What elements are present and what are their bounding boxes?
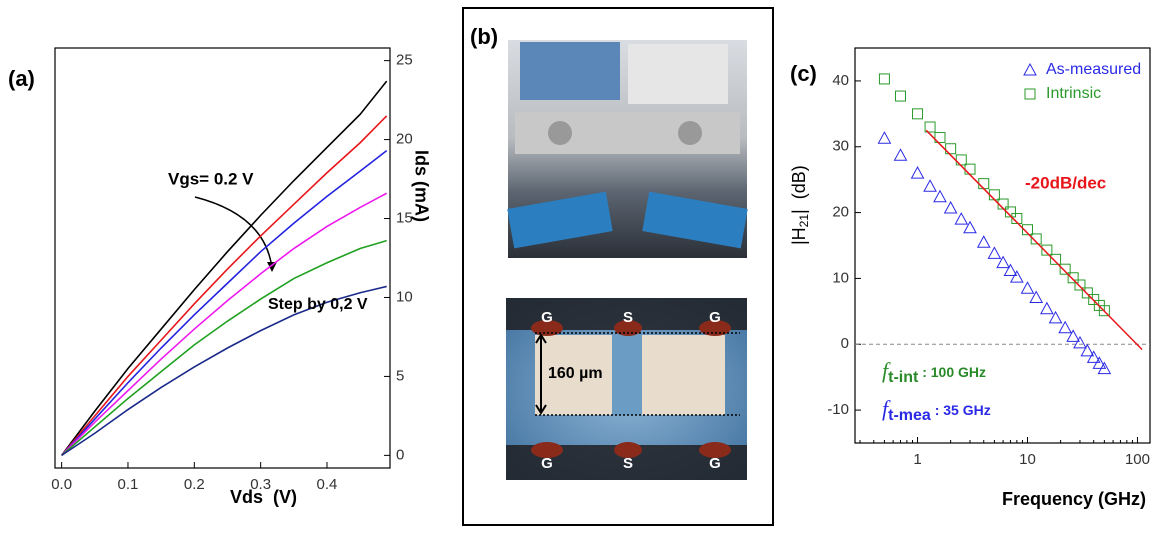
fit-line <box>926 130 1142 349</box>
marker <box>1024 64 1036 75</box>
marker <box>979 179 989 189</box>
marker <box>978 236 990 247</box>
marker <box>1025 89 1035 99</box>
x-axis-label: Frequency (GHz) <box>1002 489 1146 509</box>
y-axis-label-sub: 21 <box>797 214 811 228</box>
annotation: Vgs= 0.2 V <box>168 169 254 188</box>
annotation-subscript: t-int <box>888 369 919 386</box>
y-tick-label: 0 <box>841 335 849 352</box>
marker <box>1075 280 1085 290</box>
marker <box>945 202 957 213</box>
y-tick-label: 20 <box>396 131 413 148</box>
y-tick-label: 20 <box>832 204 849 221</box>
marker <box>924 180 936 191</box>
annotation: Step by 0,2 V <box>268 296 368 313</box>
x-tick-label: 0.0 <box>51 476 72 493</box>
x-tick-label: 0.2 <box>184 476 205 493</box>
y-tick-label: -10 <box>827 401 849 418</box>
marker <box>1051 254 1061 264</box>
pad-label: G <box>541 455 553 472</box>
marker <box>879 74 889 84</box>
panel-label: (a) <box>8 66 35 91</box>
marker <box>1011 271 1023 282</box>
marker <box>1059 322 1071 333</box>
y-axis-label: |H21| (dB) <box>789 165 811 245</box>
legend-label: Intrinsic <box>1046 85 1101 102</box>
pad-label: G <box>709 455 721 472</box>
line <box>62 81 387 455</box>
pad-label: S <box>623 455 633 472</box>
y-axis-label-part: | (dB) <box>789 165 809 214</box>
marker <box>894 149 906 160</box>
annotation-text: : 35 GHz <box>931 402 991 418</box>
marker <box>913 109 923 119</box>
marker <box>1022 282 1034 293</box>
y-tick-label: 25 <box>396 52 413 69</box>
y-tick-label: 10 <box>832 269 849 286</box>
instrument-photo <box>507 40 747 258</box>
annotation-text: : 100 GHz <box>918 364 986 380</box>
y-axis-label: Ids (mA) <box>411 150 431 222</box>
legend-label: As-measured <box>1046 61 1141 78</box>
marker <box>964 222 976 233</box>
annotation: ft-mea : 35 GHz <box>882 396 991 424</box>
x-tick-label: 100 <box>1125 451 1150 468</box>
y-axis-label-part: |H <box>789 227 809 245</box>
x-tick-label: 0.1 <box>118 476 139 493</box>
dimension-label: 160 µm <box>548 365 603 382</box>
annotation: ft-int : 100 GHz <box>882 358 986 386</box>
marker <box>988 247 1000 258</box>
marker <box>1067 330 1079 341</box>
y-tick-label: 15 <box>396 209 413 226</box>
panel-label: (c) <box>790 61 817 86</box>
marker <box>1081 345 1093 356</box>
marker <box>1041 303 1053 314</box>
marker <box>1004 265 1016 276</box>
y-tick-label: 0 <box>396 446 404 463</box>
pad-label: G <box>541 309 553 326</box>
marker <box>912 167 924 178</box>
y-tick-label: 5 <box>396 367 404 384</box>
marker <box>989 190 999 200</box>
marker <box>955 213 967 224</box>
panel-label: (b) <box>470 24 498 49</box>
y-tick-label: 40 <box>832 72 849 89</box>
y-tick-label: 30 <box>832 138 849 155</box>
figure: (b) G S G G S G 160 µm (a)0.00.10.20.30.… <box>0 0 1161 533</box>
marker <box>895 91 905 101</box>
x-tick-label: 10 <box>1019 451 1036 468</box>
x-tick-label: 0.4 <box>317 476 338 493</box>
marker <box>878 132 890 143</box>
annotation-subscript: t-mea <box>888 407 931 424</box>
pad-label: S <box>623 309 633 326</box>
marker <box>965 164 975 174</box>
x-axis-label: Vds (V) <box>230 487 297 507</box>
x-tick-label: 1 <box>913 451 921 468</box>
pad-label: G <box>709 309 721 326</box>
arrow <box>195 197 272 268</box>
marker <box>1074 337 1086 348</box>
annotation: -20dB/dec <box>1025 173 1106 192</box>
y-tick-label: 10 <box>396 288 413 305</box>
marker <box>934 191 946 202</box>
